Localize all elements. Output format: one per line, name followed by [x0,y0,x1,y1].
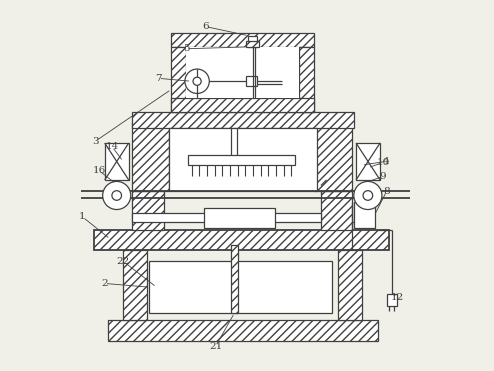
Polygon shape [171,47,186,112]
Polygon shape [171,33,314,47]
Polygon shape [315,123,352,191]
Polygon shape [171,98,314,112]
Text: 16: 16 [92,166,106,175]
Text: 14: 14 [105,142,119,151]
Polygon shape [321,191,352,230]
Circle shape [354,181,382,210]
Polygon shape [169,128,317,191]
Polygon shape [123,250,147,321]
Polygon shape [232,244,238,313]
Polygon shape [337,250,362,321]
Circle shape [185,69,209,93]
Polygon shape [387,294,397,306]
Polygon shape [299,47,314,112]
Text: 4: 4 [382,157,389,166]
Text: 1: 1 [79,213,86,221]
Text: 10: 10 [376,158,390,167]
Polygon shape [105,143,129,180]
Polygon shape [188,155,295,165]
Polygon shape [108,321,378,341]
Polygon shape [356,143,380,180]
Text: 21: 21 [209,342,222,351]
Text: 2: 2 [101,279,108,288]
Text: 12: 12 [391,293,404,302]
Text: 22: 22 [117,257,130,266]
Circle shape [112,191,122,200]
Circle shape [193,77,201,85]
Text: 8: 8 [383,187,390,196]
Polygon shape [354,202,374,228]
Polygon shape [246,40,259,46]
Circle shape [363,191,372,200]
Polygon shape [248,36,257,47]
Text: 6: 6 [202,22,209,31]
Polygon shape [132,191,164,230]
Text: 5: 5 [183,44,189,53]
Polygon shape [205,208,275,228]
Polygon shape [247,76,256,86]
Circle shape [103,181,131,210]
Polygon shape [132,112,354,128]
Text: 3: 3 [92,137,99,146]
Polygon shape [132,123,169,191]
Polygon shape [93,230,389,250]
Text: 9: 9 [380,172,386,181]
Polygon shape [132,213,321,223]
Polygon shape [149,261,332,313]
Text: 7: 7 [155,74,162,83]
Polygon shape [186,47,299,98]
